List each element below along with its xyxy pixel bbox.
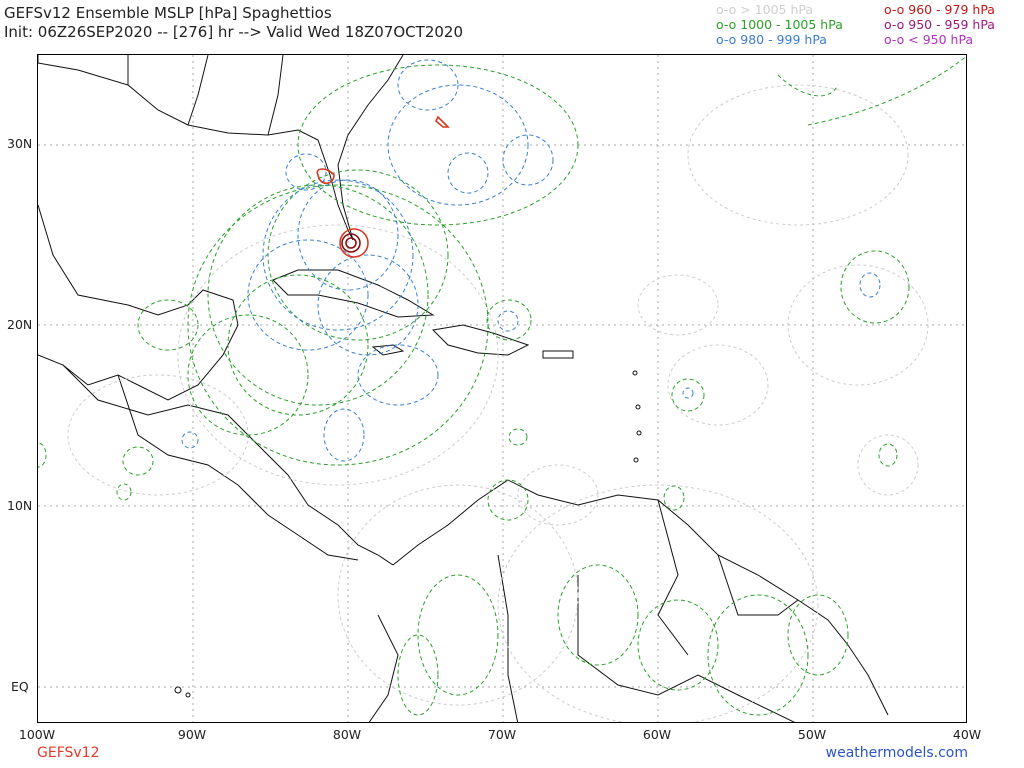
title-line-2: Init: 06Z26SEP2020 -- [276] hr --> Valid…	[4, 23, 463, 41]
lat-label-10n: 10N	[7, 498, 33, 513]
lat-label-30n: 30N	[7, 136, 33, 151]
model-label: GEFSv12	[37, 745, 100, 761]
site-link[interactable]: weathermodels.com	[825, 745, 968, 761]
lon-label-70w: 70W	[487, 727, 517, 742]
lon-label-60w: 60W	[642, 727, 672, 742]
contours-1000-1005	[38, 55, 966, 716]
contours-960-979	[316, 115, 450, 258]
lat-label-20n: 20N	[7, 317, 33, 332]
grid-lines	[38, 55, 966, 722]
legend-item-960-979: o-o 960 - 979 hPa	[884, 2, 995, 17]
map-panel	[37, 54, 967, 723]
lon-label-50w: 50W	[797, 727, 827, 742]
lon-label-80w: 80W	[332, 727, 362, 742]
legend-right: o-o 960 - 979 hPa o-o 950 - 959 hPa o-o …	[884, 2, 995, 47]
legend-item-lt950: o-o < 950 hPa	[884, 32, 974, 47]
lon-label-100w: 100W	[18, 727, 56, 742]
title-line-1: GEFSv12 Ensemble MSLP [hPa] Spaghettios	[4, 4, 332, 22]
legend-item-950-959: o-o 950 - 959 hPa	[884, 17, 995, 32]
legend-item-1000-1005: o-o 1000 - 1005 hPa	[716, 17, 843, 32]
legend-item-980-999: o-o 980 - 999 hPa	[716, 32, 827, 47]
contours-gt1005	[67, 84, 929, 722]
lat-label-eq: EQ	[11, 679, 29, 694]
map-title: GEFSv12 Ensemble MSLP [hPa] Spaghettios …	[4, 4, 463, 42]
coastlines	[38, 55, 889, 722]
contours-980-999	[181, 59, 881, 462]
lon-label-40w: 40W	[952, 727, 982, 742]
lon-label-90w: 90W	[177, 727, 207, 742]
map-svg	[38, 55, 966, 722]
legend-item-gt1005: o-o > 1005 hPa	[716, 2, 814, 17]
legend-left: o-o > 1005 hPa o-o 1000 - 1005 hPa o-o 9…	[716, 2, 843, 47]
